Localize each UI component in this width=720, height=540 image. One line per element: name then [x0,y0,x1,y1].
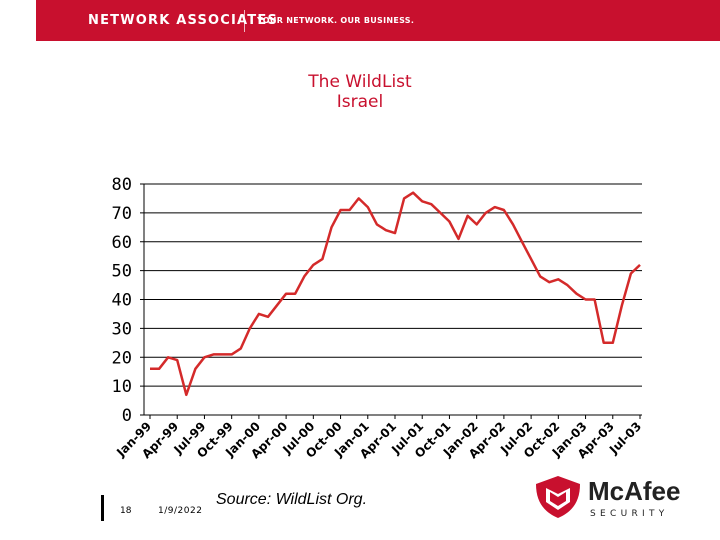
logo-subword: SECURITY [590,509,669,519]
chart-title: The WildList [308,72,412,92]
y-tick-label: 50 [112,262,132,282]
chart-title-block: The WildList Israel [240,72,480,112]
y-axis: 0 10 20 30 40 50 60 70 80 [112,175,145,426]
brand-name: NETWORK ASSOCIATES [88,13,279,28]
footer-date: 1/9/2022 [158,506,203,516]
header-divider [244,10,245,32]
y-tick-label: 60 [112,233,132,253]
y-tick-label: 10 [112,377,132,397]
footer-bar [101,495,104,521]
header-bar: NETWORK ASSOCIATES YOUR NETWORK. OUR BUS… [36,0,720,41]
y-tick-label: 20 [112,348,132,368]
page-number: 18 [120,506,132,516]
brand-tagline: YOUR NETWORK. OUR BUSINESS. [257,16,415,25]
series-line [150,191,641,397]
series-group [150,191,641,397]
y-tick-label: 80 [112,175,132,195]
x-axis: Jan-99Apr-99Jul-99Oct-99Jan-00Apr-00Jul-… [113,415,644,461]
y-tick-label: 70 [112,204,132,224]
mcafee-logo: McAfee SECURITY [536,476,680,519]
y-tick-label: 0 [122,406,132,426]
y-tick-label: 40 [112,291,132,311]
y-tick-label: 30 [112,319,132,339]
logo-wordmark: McAfee [588,476,680,506]
grid-lines [144,183,642,416]
chart-subtitle: Israel [336,92,384,112]
source-note: Source: WildList Org. [216,491,368,508]
mcafee-shield-icon [536,476,580,518]
